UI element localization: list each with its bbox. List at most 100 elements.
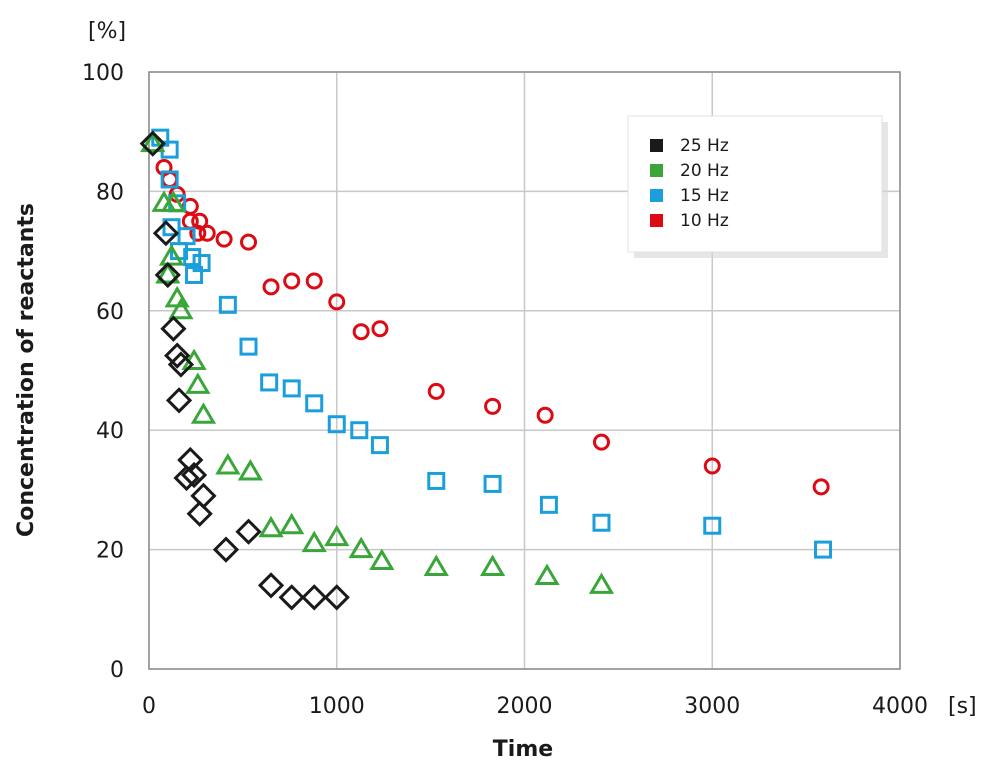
circle-point xyxy=(240,233,258,251)
circle-point xyxy=(352,323,370,341)
diamond-point xyxy=(152,220,180,247)
triangle-point xyxy=(258,515,284,538)
diamond-point xyxy=(257,572,285,599)
x-tick-label: 2000 xyxy=(497,694,553,719)
square-point xyxy=(192,254,211,273)
triangle-point xyxy=(155,262,181,284)
triangle-point xyxy=(534,563,560,585)
square-point xyxy=(703,516,722,535)
circle-point xyxy=(161,170,179,188)
circle-point xyxy=(536,406,554,424)
y-tick-label: 40 xyxy=(96,419,124,444)
triangle-point xyxy=(215,453,241,475)
triangle-point xyxy=(588,572,615,594)
diamond-point xyxy=(167,351,195,378)
circle-point xyxy=(484,397,502,415)
square-point xyxy=(239,337,258,356)
square-point xyxy=(305,394,324,413)
triangle-point xyxy=(423,554,449,577)
square-point xyxy=(427,471,446,490)
diamond-point xyxy=(173,464,200,492)
triangle-point xyxy=(190,402,217,424)
x-tick-label: 4000 xyxy=(872,694,928,719)
y-tick-label: 20 xyxy=(96,539,124,564)
triangle-point xyxy=(160,190,187,212)
y-tick-label: 80 xyxy=(96,180,124,205)
diamond-point xyxy=(154,261,181,289)
circle-point xyxy=(262,278,280,296)
square-point xyxy=(282,379,301,398)
diamond-point xyxy=(177,446,204,474)
x-axis-unit: [s] xyxy=(948,694,977,719)
circle-point xyxy=(592,433,610,451)
triangle-point xyxy=(140,130,166,153)
triangle-point xyxy=(185,372,211,394)
square-point xyxy=(327,415,346,434)
legend-label: 25 Hz xyxy=(680,136,729,156)
diamond-point xyxy=(190,482,217,509)
triangle-point xyxy=(164,285,190,308)
triangle-point xyxy=(168,297,194,320)
triangle-point xyxy=(237,459,264,481)
square-point xyxy=(483,474,502,493)
legend-label: 20 Hz xyxy=(680,161,729,181)
diamond-point xyxy=(139,130,166,157)
triangle-point xyxy=(301,530,327,553)
triangle-point xyxy=(348,536,374,559)
legend-box xyxy=(627,115,883,253)
diamond-point xyxy=(180,461,208,489)
diamond-point xyxy=(165,387,193,414)
circle-point xyxy=(215,230,233,248)
square-point xyxy=(260,373,279,392)
legend-swatch xyxy=(650,214,663,227)
diamond-point xyxy=(323,584,350,611)
legend-swatch xyxy=(650,164,663,177)
circle-point xyxy=(812,478,830,496)
circle-point xyxy=(189,224,207,242)
diamond-point xyxy=(235,518,262,545)
square-point xyxy=(218,295,237,314)
x-axis-title: Time xyxy=(493,737,553,762)
diamond-point xyxy=(186,500,213,527)
circle-point xyxy=(305,272,323,290)
triangle-point xyxy=(279,512,305,535)
circle-point xyxy=(283,272,301,290)
y-axis-unit: [%] xyxy=(88,19,126,44)
circle-point xyxy=(328,293,346,311)
diamond-point xyxy=(278,584,305,611)
y-axis-title: Concentration of reactants xyxy=(14,203,39,537)
square-point xyxy=(177,227,196,246)
circle-point xyxy=(703,457,721,475)
legend-label: 15 Hz xyxy=(680,186,729,206)
data-points xyxy=(139,128,833,611)
x-tick-label: 1000 xyxy=(309,694,365,719)
y-tick-label: 0 xyxy=(110,658,124,683)
y-tick-label: 100 xyxy=(82,61,124,86)
legend-swatch xyxy=(650,189,663,202)
square-point xyxy=(350,421,369,440)
square-point xyxy=(370,436,389,455)
circle-point xyxy=(198,224,216,242)
series-20hz xyxy=(140,130,615,594)
series-25hz xyxy=(139,130,350,611)
triangle-point xyxy=(369,548,395,571)
diamond-point xyxy=(301,584,328,611)
plot-area-border xyxy=(148,71,901,670)
circle-point xyxy=(371,320,389,338)
triangle-point xyxy=(324,524,350,547)
triangle-point xyxy=(158,244,185,266)
square-point xyxy=(183,248,202,267)
square-point xyxy=(814,540,833,559)
circle-point xyxy=(191,212,209,230)
y-tick-label: 60 xyxy=(96,300,124,325)
legend: 25 Hz 20 Hz 15 Hz 10 Hz xyxy=(627,115,888,258)
square-point xyxy=(592,513,611,532)
circle-point xyxy=(427,382,445,400)
diamond-point xyxy=(212,536,240,563)
legend-label: 10 Hz xyxy=(680,211,729,231)
legend-swatch xyxy=(650,139,663,152)
series-15hz xyxy=(151,128,833,559)
legend-items: 25 Hz 20 Hz 15 Hz 10 Hz xyxy=(650,136,729,231)
diamond-point xyxy=(160,315,187,342)
